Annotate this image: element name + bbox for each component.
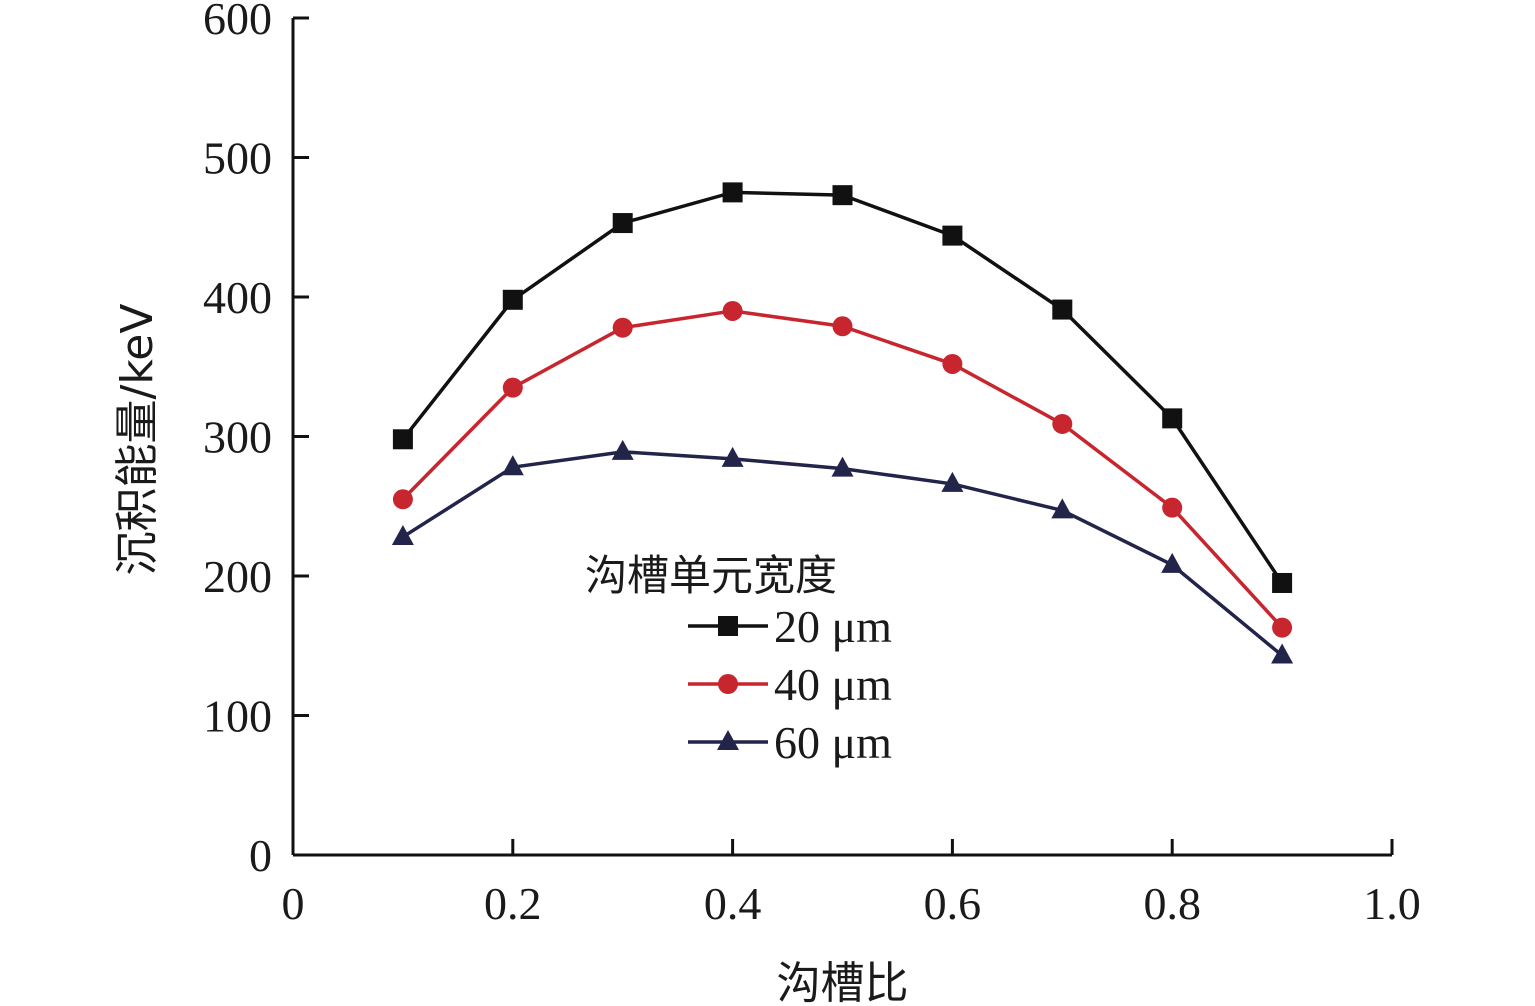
data-point <box>1161 552 1184 573</box>
data-point <box>391 524 414 545</box>
data-point <box>831 456 854 477</box>
data-point <box>832 316 853 337</box>
y-tick-label: 500 <box>203 133 272 184</box>
legend-entries: 20 μm 40 μm 60 μm <box>688 601 892 768</box>
data-point <box>611 439 634 460</box>
data-point <box>501 455 524 476</box>
y-tick-label: 200 <box>203 551 272 602</box>
series-layer <box>391 182 1294 664</box>
legend-label: 40 μm <box>774 659 892 710</box>
series-2 <box>392 300 1293 638</box>
legend-entry: 40 μm <box>688 659 892 710</box>
data-point <box>392 489 413 510</box>
data-point <box>502 289 523 310</box>
x-tick-label: 0.6 <box>924 878 982 929</box>
data-point <box>1162 408 1183 429</box>
legend: 沟槽单元宽度 20 μm 40 μm 60 μm <box>585 551 892 768</box>
x-axis-ticks: 0 0.2 0.4 0.6 0.8 1.0 <box>282 839 1421 929</box>
data-point <box>502 377 523 398</box>
y-axis-ticks: 0 100 200 300 400 500 600 <box>203 0 309 881</box>
data-point <box>1051 498 1074 519</box>
x-tick-label: 0.2 <box>484 878 542 929</box>
legend-title: 沟槽单元宽度 <box>585 551 837 600</box>
y-tick-label: 0 <box>249 830 272 881</box>
x-tick-label: 0 <box>282 878 305 929</box>
x-tick-label: 0.4 <box>704 878 762 929</box>
series-3 <box>391 439 1294 664</box>
legend-entry: 60 μm <box>688 717 892 768</box>
data-point <box>1271 643 1294 664</box>
data-point <box>722 182 743 203</box>
data-point <box>612 317 633 338</box>
legend-marker <box>718 674 738 694</box>
y-tick-label: 400 <box>203 272 272 323</box>
data-point <box>721 446 744 467</box>
data-point <box>1272 617 1293 638</box>
x-axis-title: 沟槽比 <box>777 958 909 1006</box>
x-tick-label: 0.8 <box>1143 878 1201 929</box>
data-point <box>392 429 413 450</box>
legend-entry: 20 μm <box>688 601 892 652</box>
data-point <box>722 300 743 321</box>
series-1 <box>392 182 1293 593</box>
data-point <box>832 185 853 206</box>
data-point <box>942 225 963 246</box>
data-point <box>1272 572 1293 593</box>
data-point <box>1052 299 1073 320</box>
data-point <box>1052 413 1073 434</box>
y-tick-label: 300 <box>203 412 272 463</box>
data-point <box>941 471 964 492</box>
legend-marker <box>718 616 738 636</box>
data-point <box>1162 497 1183 518</box>
data-point <box>942 353 963 374</box>
x-tick-label: 1.0 <box>1363 878 1421 929</box>
legend-label: 20 μm <box>774 601 892 652</box>
data-point <box>612 213 633 234</box>
legend-label: 60 μm <box>774 717 892 768</box>
series-line <box>401 190 1284 584</box>
y-tick-label: 100 <box>203 691 272 742</box>
legend-marker <box>717 730 739 750</box>
y-tick-label: 600 <box>203 0 272 44</box>
y-axis-title: 沉积能量/keV <box>112 304 163 576</box>
